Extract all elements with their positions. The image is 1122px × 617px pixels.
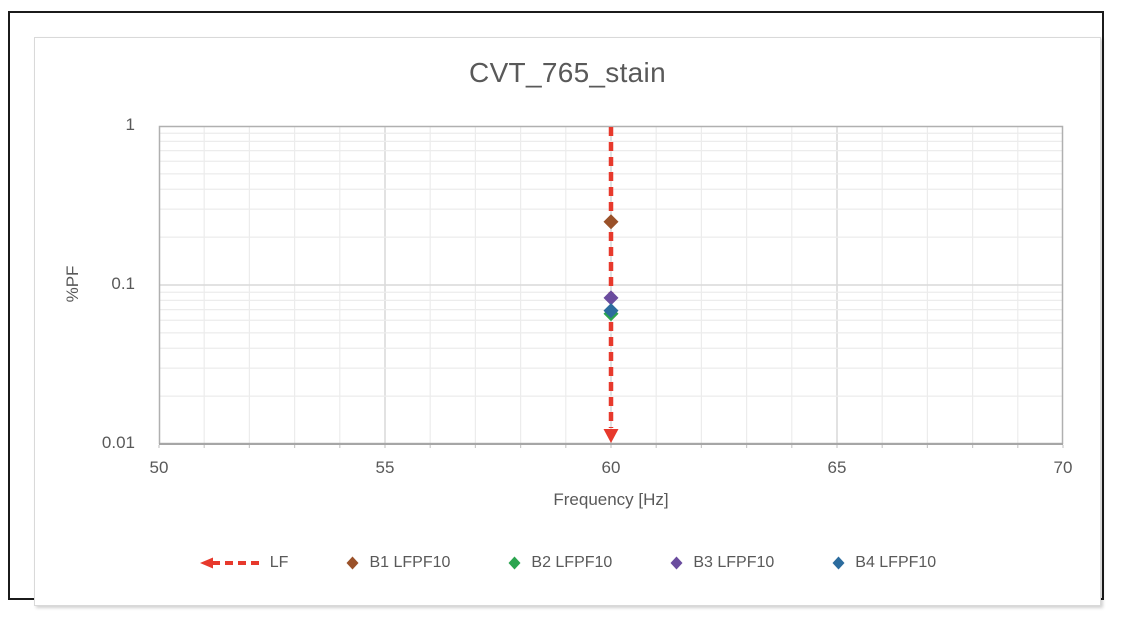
plot-area xyxy=(158,125,1064,448)
y-tick-label: 0.1 xyxy=(111,274,135,293)
y-axis-title: %PF xyxy=(63,265,82,303)
data-point-b4-lfpf10 xyxy=(603,303,619,319)
x-tick-label: 60 xyxy=(601,458,621,477)
legend-item-b4-lfpf10: B4 LFPF10 xyxy=(831,554,936,572)
legend-item-lf: LF xyxy=(199,554,289,572)
y-tick-label: 0.01 xyxy=(101,433,135,452)
y-tick-label: 1 xyxy=(125,115,135,134)
x-tick-label: 65 xyxy=(827,458,847,477)
legend-label: B1 LFPF10 xyxy=(369,554,451,571)
x-axis-title: Frequency [Hz] xyxy=(553,490,669,509)
data-point-b1-lfpf10 xyxy=(603,214,619,230)
legend-item-b3-lfpf10: B3 LFPF10 xyxy=(669,554,774,572)
data-point-b3-lfpf10 xyxy=(603,290,619,306)
legend-item-b2-lfpf10: B2 LFPF10 xyxy=(507,554,612,572)
x-tick-label: 70 xyxy=(1053,458,1073,477)
x-tick-label: 55 xyxy=(375,458,395,477)
x-tick-label: 50 xyxy=(149,458,169,477)
lf-reference-arrowhead xyxy=(603,429,619,443)
legend-label: LF xyxy=(269,554,289,571)
legend-item-b1-lfpf10: B1 LFPF10 xyxy=(345,554,450,572)
diamond-icon xyxy=(669,555,684,571)
diamond-icon xyxy=(831,555,846,571)
legend-label: B4 LFPF10 xyxy=(855,554,937,571)
lf-dashed-arrow-icon xyxy=(199,555,261,571)
outer-frame: CVT_765_stain %PF Frequency [Hz] LF B1 LF… xyxy=(8,11,1104,606)
legend-label: B3 LFPF10 xyxy=(693,554,775,571)
diamond-icon xyxy=(507,555,522,571)
legend: LF B1 LFPF10 B2 LFPF10 B3 LFPF10 B4 LFPF10 xyxy=(35,554,1100,572)
diamond-icon xyxy=(345,555,360,571)
chart-title: CVT_765_stain xyxy=(469,57,666,88)
chart-container: CVT_765_stain %PF Frequency [Hz] LF B1 LF… xyxy=(34,37,1101,606)
legend-label: B2 LFPF10 xyxy=(531,554,613,571)
